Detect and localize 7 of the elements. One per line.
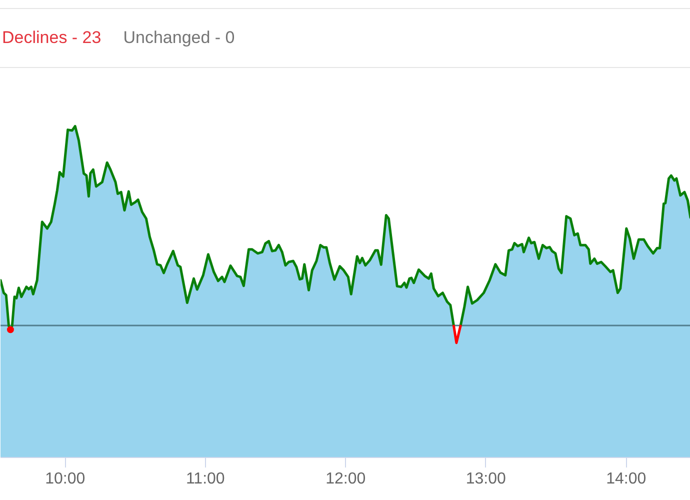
x-tick-label: 12:00 [326, 470, 366, 488]
x-tick-label: 11:00 [186, 470, 225, 488]
text: Declines - 23 [2, 26, 102, 49]
x-tick-label: 13:00 [466, 470, 506, 488]
x-tick-label: 10:00 [45, 470, 86, 488]
text: Unchanged - 0 [123, 26, 235, 49]
x-tick-label: 14:00 [606, 470, 646, 488]
